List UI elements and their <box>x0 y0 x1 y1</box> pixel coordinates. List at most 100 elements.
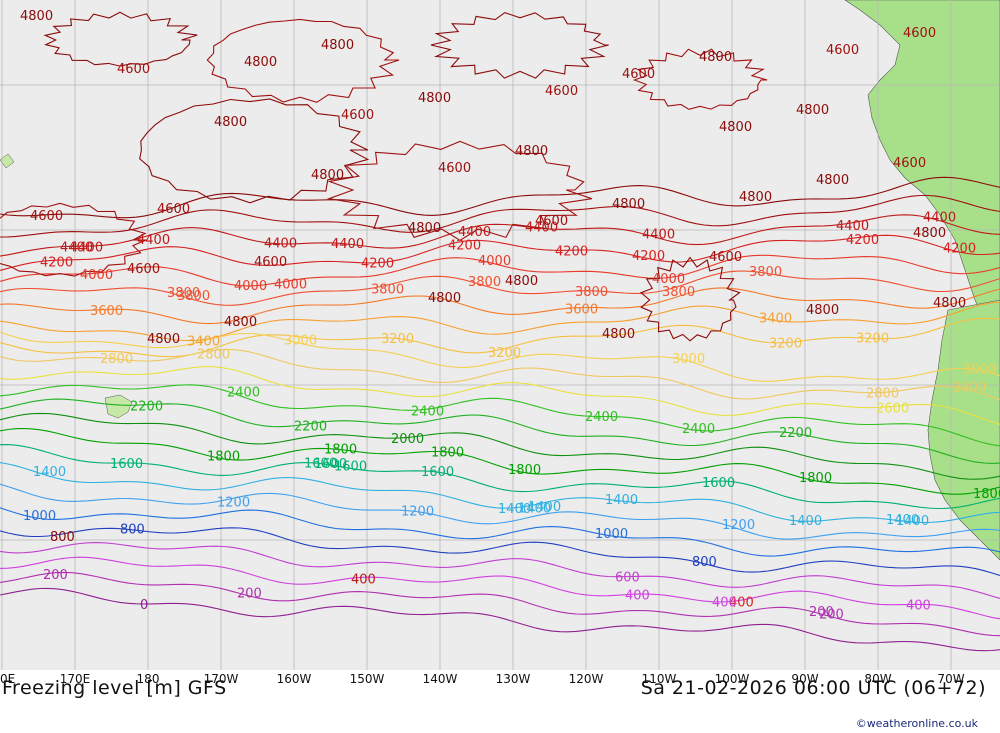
contour-3200 <box>0 317 1000 358</box>
contour-label: 0 <box>140 598 148 613</box>
contour-label: 1800 <box>508 463 541 478</box>
contour-label: 4000 <box>478 254 511 269</box>
contour-label: 4800 <box>699 50 732 65</box>
contour-label: 2200 <box>130 399 163 414</box>
contour-label: 4400 <box>458 225 491 240</box>
contour-label: 1400 <box>518 501 551 516</box>
contour-label: 200 <box>819 607 844 622</box>
contour-4400 <box>0 214 1000 257</box>
contour-label: 4800 <box>418 91 451 106</box>
contour-label: 4800 <box>321 38 354 53</box>
contour-label: 4800 <box>244 55 277 70</box>
contour-label: 4600 <box>30 209 63 224</box>
contour-label: 4400 <box>836 219 869 234</box>
contour-label: 4600 <box>535 214 568 229</box>
contour-2200 <box>0 398 1000 464</box>
contour-label: 1400 <box>498 502 531 517</box>
contour-label: 4200 <box>846 233 879 248</box>
contour-label: 4200 <box>555 244 588 259</box>
lon-label: 170W <box>203 672 239 686</box>
contour-label: 1400 <box>528 500 561 515</box>
contour-label: 2800 <box>197 347 230 362</box>
contour-3000 <box>0 331 1000 382</box>
contour-lines <box>0 11 1000 652</box>
contour-label: 4200 <box>632 249 665 264</box>
contour-label: 1200 <box>401 504 434 519</box>
contour-2800 <box>0 349 1000 401</box>
contour-label: 4200 <box>40 256 73 271</box>
contour-label: 4400 <box>137 233 170 248</box>
contour-label: 800 <box>692 555 717 570</box>
contour-label: 1600 <box>702 476 735 491</box>
contour-label: 4800 <box>408 221 441 236</box>
contour-label: 2800 <box>866 387 899 402</box>
contour-label: 4400 <box>525 221 558 236</box>
contour-label: 4000 <box>274 277 307 292</box>
contour-label: 3800 <box>662 285 695 300</box>
lon-label: 120W <box>568 672 604 686</box>
contour-label: 3800 <box>749 265 782 280</box>
contour-3600 <box>0 287 1000 325</box>
contour-label: 4600 <box>341 108 374 123</box>
contour-loop <box>430 11 609 79</box>
contour-label: 200 <box>43 568 68 583</box>
contour-label: 3600 <box>90 304 123 319</box>
contour-label: 1800 <box>973 487 1000 502</box>
contour-800 <box>0 527 1000 577</box>
contour-label: 4800 <box>719 120 752 135</box>
contour-4200 <box>0 234 1000 272</box>
contour-label: 800 <box>50 530 75 545</box>
contour-label: 4800 <box>214 115 247 130</box>
freezing-level-map: 4800 4600 4800 4800 4800 4800 4800 4800 4800 4600… <box>0 0 1000 670</box>
contour-label: 400 <box>351 572 376 587</box>
contour-label: 4800 <box>20 9 53 24</box>
contour-label: 400 <box>906 599 931 614</box>
land-chile-argentina <box>927 299 1000 561</box>
contour-loop <box>206 18 400 103</box>
lon-label: 0E <box>0 672 16 686</box>
contour-label: 1000 <box>595 527 628 542</box>
contour-label: 4400 <box>923 211 956 226</box>
contour-label: 1400 <box>605 493 638 508</box>
contour-label: 4800 <box>311 168 344 183</box>
contour-label: 400 <box>729 596 754 611</box>
contour-label: 4800 <box>796 103 829 118</box>
contour-label: 1600 <box>421 465 454 480</box>
contour-label: 2800 <box>100 352 133 367</box>
lon-label: 130W <box>495 672 531 686</box>
contour-label: 400 <box>712 596 737 611</box>
contour-label: 600 <box>615 571 640 586</box>
contour-label: 1200 <box>217 496 250 511</box>
contour-label: 4600 <box>545 84 578 99</box>
contour-label: 3400 <box>759 311 792 326</box>
contour-label: 400 <box>625 589 650 604</box>
contour-label: 1800 <box>207 449 240 464</box>
contour-label: 1600 <box>314 457 347 472</box>
contour-label: 4600 <box>157 202 190 217</box>
map-title: Freezing level [m] GFS <box>2 677 227 699</box>
contour-label: 3200 <box>488 346 521 361</box>
contour-label: 4200 <box>943 242 976 257</box>
contour-1400 <box>0 462 1000 524</box>
contour-loop <box>139 98 370 204</box>
contour-label: 1800 <box>324 442 357 457</box>
contour-label: 3000 <box>672 352 705 367</box>
contour-label: 2400 <box>227 385 260 400</box>
contour-label: 1400 <box>886 513 919 528</box>
contour-400 <box>0 556 1000 620</box>
contour-0 <box>0 587 1000 652</box>
contour-3800 <box>0 270 1000 306</box>
contour-label: 4400 <box>264 236 297 251</box>
land-new-zealand-south <box>104 394 133 419</box>
contour-label: 200 <box>809 605 834 620</box>
contour-label: 1200 <box>722 518 755 533</box>
credit-link[interactable]: ©weatheronline.co.uk <box>855 717 978 730</box>
contour-label: 1800 <box>799 471 832 486</box>
contour-label: 3400 <box>187 335 220 350</box>
contour-1800 <box>0 427 1000 495</box>
contour-label: 3000 <box>284 333 317 348</box>
contour-600 <box>0 542 1000 600</box>
contour-label: 4800 <box>933 296 966 311</box>
contour-label: 200 <box>237 587 262 602</box>
contour-label: 2000 <box>391 432 424 447</box>
